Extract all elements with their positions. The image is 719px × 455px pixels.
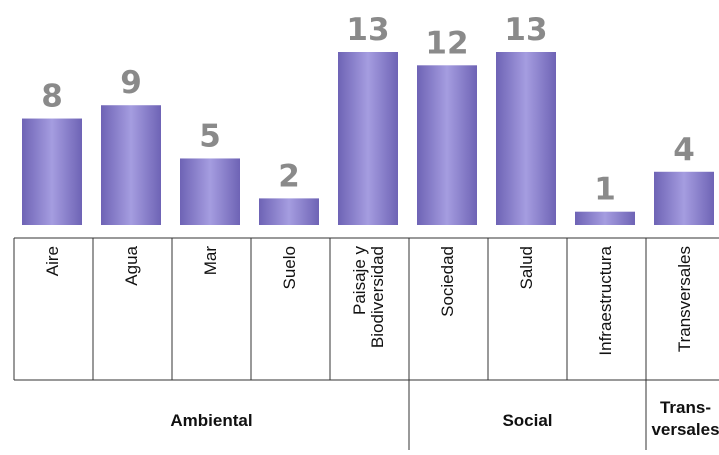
bar-paisaje-y-biodiversidad: [338, 52, 398, 225]
bar-sociedad: [417, 65, 477, 225]
category-label-paisaje-y-biodiversidad: Paisaje yBiodiversidad: [350, 246, 387, 349]
group-labels-layer: Ambiental Social Trans-versales: [170, 398, 719, 439]
bar-transversales: [654, 172, 714, 225]
value-label-mar: 5: [199, 118, 221, 154]
value-label-paisaje-y-biodiversidad: 13: [346, 12, 389, 48]
category-label-salud: Salud: [517, 246, 536, 289]
category-labels-layer: Aire Agua Mar Suelo Paisaje yBiodiversidad So…: [43, 245, 694, 355]
group-label-trans-versales: Trans-versales: [651, 398, 719, 439]
category-label-agua: Agua: [122, 245, 141, 285]
category-label-infraestructura: Infraestructura: [596, 245, 615, 355]
value-label-sociedad: 12: [425, 25, 468, 61]
bar-suelo: [259, 198, 319, 225]
value-label-salud: 13: [504, 12, 547, 48]
group-label-social: Social: [502, 411, 552, 430]
category-label-aire: Aire: [43, 246, 62, 276]
bar-mar: [180, 158, 240, 225]
value-label-agua: 9: [120, 65, 142, 101]
value-label-suelo: 2: [278, 158, 300, 194]
category-label-mar: Mar: [201, 246, 220, 276]
bar-aire: [22, 119, 82, 225]
value-label-aire: 8: [41, 79, 63, 115]
category-label-sociedad: Sociedad: [438, 246, 457, 317]
bar-salud: [496, 52, 556, 225]
category-label-suelo: Suelo: [280, 246, 299, 289]
value-label-transversales: 4: [673, 132, 695, 168]
bar-infraestructura: [575, 212, 635, 225]
group-label-ambiental: Ambiental: [170, 411, 252, 430]
category-label-transversales: Transversales: [675, 246, 694, 352]
value-label-infraestructura: 1: [594, 172, 616, 208]
bar-agua: [101, 105, 161, 225]
